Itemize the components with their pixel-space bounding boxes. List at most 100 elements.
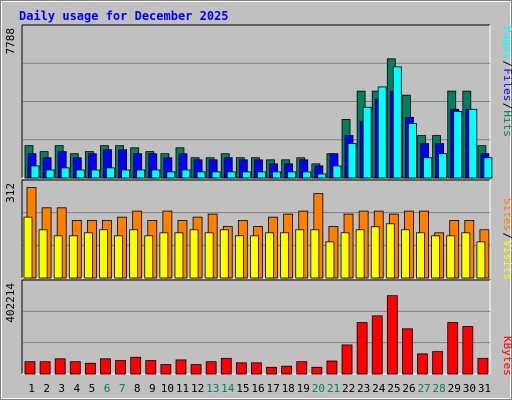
bar-visits-day-10	[159, 232, 169, 279]
bar-kbytes-day-7	[115, 360, 126, 375]
bar-kbytes-day-24	[371, 315, 383, 375]
bar-pages-day-26	[408, 123, 417, 179]
bar-kbytes-day-17	[266, 366, 277, 375]
day-label-4: 4	[74, 382, 81, 395]
bar-kbytes-day-25	[386, 295, 398, 375]
day-label-24: 24	[372, 382, 386, 395]
day-label-23: 23	[357, 382, 370, 395]
bar-visits-day-3	[53, 235, 63, 279]
bar-visits-day-21	[325, 241, 335, 279]
legend-middle-item-1: /	[501, 233, 512, 240]
day-label-11: 11	[176, 382, 189, 395]
bar-visits-day-26	[401, 229, 410, 279]
bar-pages-day-11	[181, 169, 191, 179]
legend-top-item-4: Hits	[501, 110, 512, 136]
bar-pages-day-9	[151, 169, 161, 179]
bar-pages-day-4	[75, 169, 85, 179]
day-label-16: 16	[251, 382, 264, 395]
bar-visits-day-17	[265, 232, 274, 279]
bar-pages-day-5	[90, 169, 100, 179]
bar-pages-day-1	[30, 165, 40, 179]
day-label-15: 15	[236, 382, 249, 395]
legend-middle-item-2: Visits	[501, 240, 512, 280]
legend-top-item-1: /	[501, 61, 512, 68]
bar-visits-day-16	[250, 235, 259, 279]
legend-top-item-0: Pages	[501, 26, 512, 59]
day-label-8: 8	[134, 382, 141, 395]
bar-pages-day-15	[241, 171, 251, 179]
day-label-19: 19	[297, 382, 310, 395]
bar-kbytes-day-12	[190, 364, 202, 375]
bar-kbytes-day-13	[205, 361, 217, 375]
day-label-3: 3	[58, 382, 65, 395]
bar-kbytes-day-22	[341, 344, 353, 375]
bar-kbytes-day-31	[477, 357, 489, 375]
bar-pages-day-12	[196, 171, 206, 179]
bar-kbytes-day-9	[145, 360, 157, 375]
panel-kbytes-ymax-label: 402214	[4, 283, 17, 323]
bar-kbytes-day-28	[432, 351, 444, 375]
bar-kbytes-day-14	[220, 357, 232, 375]
bar-kbytes-day-8	[130, 356, 142, 375]
bar-visits-day-14	[219, 229, 229, 279]
bar-visits-day-15	[234, 235, 244, 279]
bar-visits-day-30	[461, 232, 471, 279]
legend-middle-item-0: Sites	[501, 198, 512, 231]
day-label-22: 22	[342, 382, 355, 395]
bar-visits-day-9	[144, 235, 154, 279]
bar-visits-day-20	[310, 229, 320, 279]
day-label-31: 31	[478, 382, 491, 395]
bar-kbytes-day-23	[356, 322, 368, 375]
bar-pages-day-21	[332, 165, 342, 179]
bar-visits-day-4	[68, 235, 78, 279]
bar-visits-day-5	[83, 232, 93, 279]
day-label-21: 21	[327, 382, 340, 395]
bar-visits-day-18	[280, 232, 290, 279]
bar-visits-day-1	[23, 216, 33, 279]
bar-pages-day-24	[377, 86, 387, 179]
bar-kbytes-day-18	[281, 365, 293, 375]
bar-kbytes-day-16	[251, 362, 262, 375]
day-label-26: 26	[402, 382, 415, 395]
day-label-5: 5	[89, 382, 96, 395]
bar-kbytes-day-1	[24, 361, 36, 375]
day-label-6: 6	[104, 382, 111, 395]
bar-pages-day-14	[226, 171, 236, 179]
legend-top-item-2: Files	[501, 68, 512, 101]
bar-visits-day-12	[189, 229, 199, 279]
bar-visits-day-13	[204, 232, 214, 279]
bar-kbytes-day-29	[447, 322, 459, 375]
day-label-12: 12	[191, 382, 204, 395]
bar-kbytes-day-30	[462, 326, 474, 375]
bar-pages-day-29	[453, 111, 463, 179]
day-label-10: 10	[161, 382, 174, 395]
bar-visits-day-11	[174, 232, 184, 279]
bar-pages-day-31	[483, 157, 493, 179]
bar-visits-day-25	[385, 223, 395, 279]
bar-pages-day-20	[317, 173, 327, 179]
bar-pages-day-30	[468, 108, 478, 179]
day-label-29: 29	[448, 382, 461, 395]
bar-pages-day-16	[257, 171, 266, 179]
legend-bottom-item-0: KBytes	[501, 336, 512, 376]
bar-kbytes-day-5	[84, 362, 96, 375]
day-label-30: 30	[463, 382, 476, 395]
bar-visits-day-27	[416, 232, 425, 279]
bar-visits-day-2	[38, 229, 48, 279]
day-label-28: 28	[433, 382, 446, 395]
bar-kbytes-day-27	[417, 353, 428, 375]
bar-pages-day-28	[438, 153, 448, 179]
bar-kbytes-day-2	[39, 361, 51, 375]
bar-kbytes-day-6	[100, 358, 111, 375]
panel-hits-files-pages-ymax-label: 7788	[4, 28, 17, 55]
bar-kbytes-day-26	[402, 328, 413, 375]
bar-pages-day-3	[60, 167, 70, 179]
chart-title: Daily usage for December 2025	[19, 9, 229, 23]
bar-pages-day-19	[302, 171, 312, 179]
legend-top-item-3: /	[501, 103, 512, 110]
bar-pages-day-27	[423, 157, 432, 179]
bar-kbytes-day-21	[326, 360, 338, 375]
